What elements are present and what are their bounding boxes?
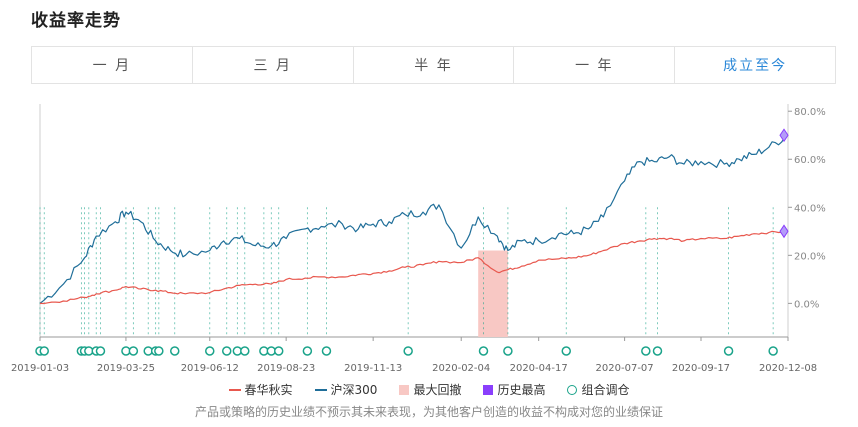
- y-tick-label: 20.0%: [794, 251, 826, 262]
- rebalance-marker: [723, 346, 734, 356]
- rebalance-marker: [403, 346, 413, 356]
- strategy-line-icon: [228, 388, 241, 391]
- y-tick-label: 60.0%: [794, 155, 826, 166]
- tab-one-month[interactable]: 一 月: [32, 47, 193, 83]
- rebalance-marker: [128, 346, 139, 356]
- rebalance-marker: [154, 346, 164, 356]
- tab-half-year[interactable]: 半 年: [354, 47, 515, 83]
- period-tabs: 一 月 三 月 半 年 一 年 成立至今: [31, 46, 836, 84]
- high-swatch-icon: [483, 384, 494, 395]
- legend-all-time-high[interactable]: 历史最高: [483, 381, 545, 398]
- x-tick-label: 2019-03-25: [97, 363, 155, 374]
- rebalance-marker: [321, 346, 332, 356]
- return-chart: 0.0% 20.0% 40.0% 60.0% 80.0% 2019-01-03 2019-0…: [11, 104, 826, 374]
- legend-benchmark[interactable]: 沪深300: [314, 381, 378, 398]
- disclaimer: 产品或策略的历史业绩不预示其未来表现，为其他客户创造的收益不构成对您的业绩保证: [194, 405, 663, 419]
- tab-since-inception[interactable]: 成立至今: [723, 58, 788, 74]
- legend-max-drawdown[interactable]: 最大回撤: [399, 381, 461, 398]
- max-drawdown-area: [478, 250, 508, 337]
- x-tick-label: 2020-04-17: [510, 363, 568, 374]
- rebalance-marker: [95, 346, 106, 356]
- x-tick-label: 2019-01-03: [11, 363, 69, 374]
- legend-strategy-label: 春华秋实: [244, 383, 293, 397]
- y-tick-label: 0.0%: [794, 299, 819, 310]
- rebalance-marker: [205, 346, 215, 356]
- rebalance-marker: [561, 346, 572, 356]
- x-tick-label: 2020-07-07: [596, 363, 654, 374]
- legend-strategy[interactable]: 春华秋实: [228, 381, 293, 398]
- chart-legend: 春华秋实 沪深300 最大回撤 历史最高 组合调仓: [0, 381, 858, 398]
- rebalance-circle-icon: [567, 384, 578, 395]
- x-tick-label: 2019-11-13: [344, 363, 402, 374]
- legend-rebalance-label: 组合调仓: [581, 383, 630, 397]
- drawdown-swatch-icon: [399, 384, 410, 395]
- rebalance-marker: [478, 346, 489, 356]
- rebalance-marker: [39, 346, 49, 356]
- strategy-line: [39, 229, 789, 305]
- benchmark-line-icon: [314, 388, 327, 391]
- rebalance-marker: [240, 346, 250, 356]
- legend-max-drawdown-label: 最大回撤: [413, 383, 462, 397]
- benchmark-line: [39, 134, 789, 304]
- y-tick-label: 80.0%: [794, 107, 826, 118]
- legend-rebalance[interactable]: 组合调仓: [567, 381, 629, 398]
- x-tick-label: 2020-12-08: [759, 363, 817, 374]
- x-tick-label: 2020-02-04: [432, 363, 490, 374]
- rebalance-marker: [302, 346, 313, 356]
- rebalance-marker: [169, 346, 180, 356]
- rebalance-marker: [768, 346, 778, 356]
- x-tick-label: 2019-08-23: [257, 363, 315, 374]
- tab-one-year[interactable]: 一 年: [514, 47, 676, 83]
- all-time-high-marker: [779, 224, 789, 239]
- tab-three-months[interactable]: 三 月: [193, 47, 354, 83]
- rebalance-marker: [652, 346, 663, 356]
- rebalance-marker: [221, 346, 232, 356]
- rebalance-marker: [641, 346, 651, 356]
- x-tick-label: 2019-06-12: [181, 363, 239, 374]
- rebalance-marker: [273, 346, 284, 356]
- all-time-high-marker: [779, 128, 789, 143]
- y-tick-label: 40.0%: [794, 203, 826, 214]
- x-tick-label: 2020-09-17: [672, 363, 730, 374]
- legend-all-time-high-label: 历史最高: [497, 383, 546, 397]
- rebalance-marker: [503, 346, 513, 356]
- page-title: 收益率走势: [31, 11, 121, 31]
- legend-benchmark-label: 沪深300: [330, 383, 378, 397]
